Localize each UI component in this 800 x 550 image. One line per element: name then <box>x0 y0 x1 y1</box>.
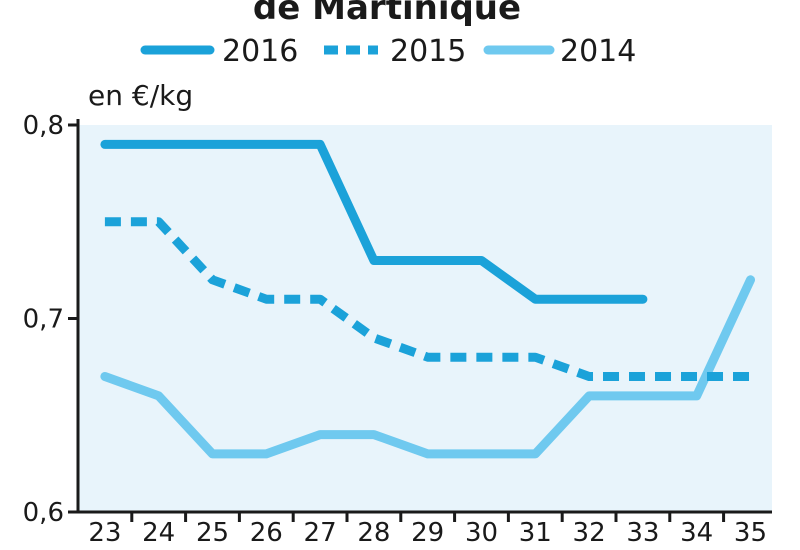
legend-item-2014: 2014 <box>483 34 636 69</box>
y-axis: 0,6 0,7 0,8 <box>23 111 78 528</box>
chart-title: de Martinique <box>253 0 521 28</box>
x-tick-label: 29 <box>411 518 444 548</box>
series-line-2016 <box>100 139 648 304</box>
x-tick-label: 28 <box>357 518 390 548</box>
x-tick-label: 25 <box>196 518 229 548</box>
x-tick-label: 23 <box>88 518 121 548</box>
x-tick-label: 27 <box>304 518 337 548</box>
legend: 2016 2015 2014 <box>140 34 636 69</box>
legend-label-2014: 2014 <box>560 34 636 69</box>
series-line-2015 <box>104 217 751 381</box>
x-axis: 23 24 25 26 27 28 29 30 31 32 33 34 35 <box>88 512 767 548</box>
x-tick-label: 24 <box>142 518 175 548</box>
y-axis-unit-label: en €/kg <box>88 79 193 112</box>
series-lines <box>100 139 755 459</box>
y-tick-label: 0,7 <box>23 305 64 335</box>
x-tick-label: 32 <box>573 518 606 548</box>
legend-item-2016: 2016 <box>140 34 298 69</box>
plot-area <box>78 125 772 512</box>
y-tick-label: 0,8 <box>23 111 64 141</box>
legend-item-2015: 2015 <box>324 34 466 69</box>
series-line-2014 <box>100 275 755 459</box>
x-tick-label: 33 <box>626 518 659 548</box>
x-tick-label: 35 <box>734 518 767 548</box>
x-tick-label: 26 <box>250 518 283 548</box>
legend-label-2016: 2016 <box>222 34 298 69</box>
x-tick-label: 30 <box>465 518 498 548</box>
y-tick-label: 0,6 <box>23 498 64 528</box>
x-tick-label: 31 <box>519 518 552 548</box>
legend-label-2015: 2015 <box>390 34 466 69</box>
x-tick-label: 34 <box>680 518 713 548</box>
